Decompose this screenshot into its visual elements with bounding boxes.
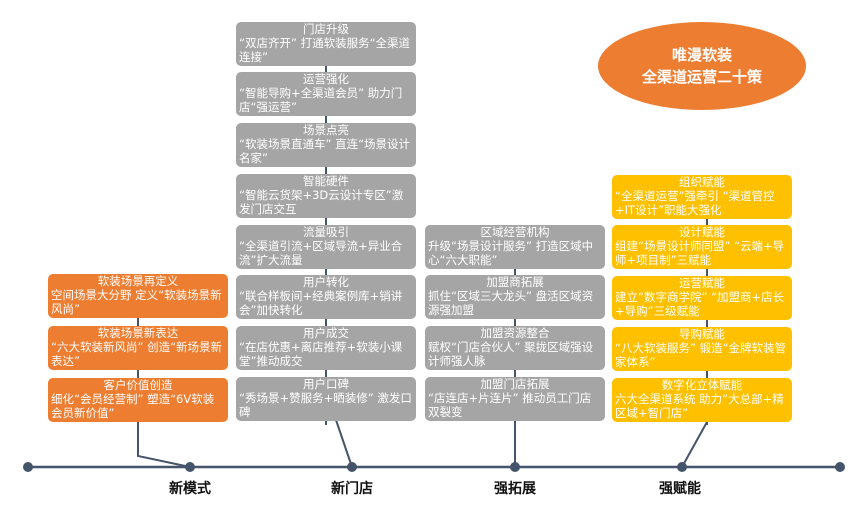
timeline-dot-start <box>23 462 33 472</box>
box-body: 升级“场景设计服务” 打造区域中心“六大职能” <box>428 239 594 267</box>
new-mode-connector <box>137 420 191 468</box>
box-title: 用户转化 <box>303 275 349 289</box>
timeline-dot-new-store <box>347 462 357 472</box>
strategy-box: 用户口碑 “秀场景+赞服务+晒装修” 激发口碑 <box>236 377 416 421</box>
strategy-box: 加盟商拓展 抓住“区域三大龙头” 盘活区域资源强加盟 <box>425 275 605 319</box>
strategy-box: 软装场景再定义 空间场景大分野 定义“软装场景新风尚” <box>48 274 228 318</box>
box-title: 区域经营机构 <box>480 225 550 239</box>
strategy-box: 导购赋能 “八大软装服务” 锻造“金牌软装管家体系” <box>612 327 792 371</box>
strategy-box: 客户价值创造 细化“会员经营制” 塑造“6V软装会员新价值” <box>48 378 228 422</box>
title-line1: 唯漫软装 <box>671 46 732 64</box>
box-body: 建立“数字商学院” “加盟商+店长+导购”三级赋能 <box>615 290 785 318</box>
timeline-label-new-store: 新门店 <box>331 481 373 497</box>
box-title: 软装场景新表达 <box>97 326 179 340</box>
box-body: “八大软装服务” 锻造“金牌软装管家体系” <box>615 341 787 369</box>
box-body: 六大全渠道系统 助力“大总部+精区域+智门店” <box>615 392 784 420</box>
strategy-box: 数字化立体赋能 六大全渠道系统 助力“大总部+精区域+智门店” <box>612 378 792 422</box>
title-line2: 全渠道运营二十策 <box>641 68 762 86</box>
box-title: 用户口碑 <box>303 377 349 391</box>
timeline-label-empower: 强赋能 <box>659 481 701 497</box>
timeline-label-expansion: 强拓展 <box>494 481 536 497</box>
box-body: “在店优惠+离店推荐+软装小课堂”推动成交 <box>239 340 403 368</box>
strategy-box: 场景点亮 “软装场景直通车” 直连“场景设计名家” <box>236 123 416 167</box>
box-body: “店连店+片连片” 推动员工门店双裂变 <box>428 391 592 419</box>
box-title: 运营赋能 <box>679 276 725 290</box>
timeline-label-new-mode: 新模式 <box>169 481 211 497</box>
strategy-box: 智能硬件 “智能云货架+3D云设计专区”激发门店交互 <box>236 174 416 218</box>
box-title: 导购赋能 <box>679 327 725 341</box>
box-body: 赋权“门店合伙人” 聚拢区域强设计师强人脉 <box>428 340 594 368</box>
box-title: 软装场景再定义 <box>97 274 179 288</box>
strategy-box: 用户成交 “在店优惠+离店推荐+软装小课堂”推动成交 <box>236 326 416 370</box>
box-body: “秀场景+赞服务+晒装修” 激发口碑 <box>239 391 412 419</box>
box-title: 客户价值创造 <box>103 378 173 392</box>
box-title: 组织赋能 <box>679 175 725 189</box>
strategy-box: 设计赋能 组建“场景设计师同盟” “云端+导师+项目制”三赋能 <box>612 225 792 269</box>
box-body: “全渠道引流+区域导流+异业合流”扩大流量 <box>239 239 403 267</box>
box-title: 用户成交 <box>303 326 349 340</box>
box-body: “联合样板间+经典案例库+销讲会”加快转化 <box>239 289 403 317</box>
box-title: 加盟门店拓展 <box>480 377 550 391</box>
timeline-dot-end <box>835 462 845 472</box>
timeline-dot-new-mode <box>185 462 195 472</box>
strategy-box: 用户转化 “联合样板间+经典案例库+销讲会”加快转化 <box>236 275 416 319</box>
strategy-box: 门店升级 “双店齐开” 打通软装服务“全渠道连接” <box>236 22 416 66</box>
timeline-dot-expansion <box>510 462 520 472</box>
strategy-box: 加盟门店拓展 “店连店+片连片” 推动员工门店双裂变 <box>425 377 605 421</box>
strategy-box: 加盟资源整合 赋权“门店合伙人” 聚拢区域强设计师强人脉 <box>425 326 605 370</box>
box-body: 空间场景大分野 定义“软装场景新风尚” <box>51 288 222 316</box>
empower-connector <box>681 421 708 468</box>
box-body: “全渠道运营”强牵引 “渠道管控+IT设计”职能大强化 <box>615 189 775 217</box>
strategy-box: 软装场景新表达 “六大软装新风尚” 创造“新场景新表达” <box>48 326 228 370</box>
strategy-box: 运营强化 “智能导购+全渠道会员” 助力门店“强运营” <box>236 72 416 116</box>
box-title: 场景点亮 <box>303 123 349 137</box>
box-title: 流量吸引 <box>303 225 349 239</box>
box-title: 智能硬件 <box>303 174 349 188</box>
box-title: 门店升级 <box>303 22 349 36</box>
box-body: “智能导购+全渠道会员” 助力门店“强运营” <box>239 86 403 114</box>
strategy-box: 流量吸引 “全渠道引流+区域导流+异业合流”扩大流量 <box>236 225 416 269</box>
title-ellipse: 唯漫软装 全渠道运营二十策 <box>598 22 806 110</box>
box-title: 运营强化 <box>303 72 349 86</box>
box-title: 数字化立体赋能 <box>661 378 743 392</box>
strategy-box: 区域经营机构 升级“场景设计服务” 打造区域中心“六大职能” <box>425 225 605 269</box>
box-body: “智能云货架+3D云设计专区”激发门店交互 <box>239 188 404 216</box>
strategy-box: 组织赋能 “全渠道运营”强牵引 “渠道管控+IT设计”职能大强化 <box>612 175 792 219</box>
box-body: 抓住“区域三大龙头” 盘活区域资源强加盟 <box>428 289 594 317</box>
box-body: “六大软装新风尚” 创造“新场景新表达” <box>51 340 223 368</box>
new-store-connector <box>335 419 353 468</box>
box-title: 加盟商拓展 <box>486 275 544 289</box>
box-body: “软装场景直通车” 直连“场景设计名家” <box>239 137 411 165</box>
box-body: “双店齐开” 打通软装服务“全渠道连接” <box>239 36 411 64</box>
timeline-dot-empower <box>677 462 687 472</box>
box-body: 组建“场景设计师同盟” “云端+导师+项目制”三赋能 <box>615 239 785 267</box>
box-title: 设计赋能 <box>679 225 725 239</box>
strategy-box: 运营赋能 建立“数字商学院” “加盟商+店长+导购”三级赋能 <box>612 276 792 320</box>
box-title: 加盟资源整合 <box>480 326 550 340</box>
box-body: 细化“会员经营制” 塑造“6V软装会员新价值” <box>51 392 215 420</box>
